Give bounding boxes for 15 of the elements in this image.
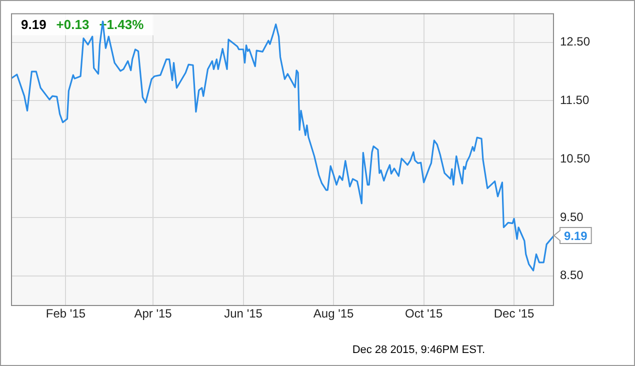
x-tick-label: Feb '15 xyxy=(46,306,86,321)
y-tick-label: 12.50 xyxy=(560,34,590,49)
y-tick-label: 8.50 xyxy=(560,268,584,282)
annotation: 9.19 xyxy=(564,228,588,243)
annotation: +0.13 xyxy=(56,16,90,32)
text: Dec 28 2015, 9:46PM EST. xyxy=(352,344,485,356)
annotation: 9.19 xyxy=(21,16,46,32)
x-tick-label: Jun '15 xyxy=(224,306,263,321)
x-tick-label: Aug '15 xyxy=(313,306,354,321)
x-tick-label: Dec '15 xyxy=(494,306,535,321)
x-tick-label: Oct '15 xyxy=(404,306,443,321)
y-tick-label: 10.50 xyxy=(560,151,590,166)
x-tick-label: Apr '15 xyxy=(134,306,172,321)
y-tick-label: 9.50 xyxy=(560,210,584,224)
y-tick-label: 11.50 xyxy=(560,93,590,108)
